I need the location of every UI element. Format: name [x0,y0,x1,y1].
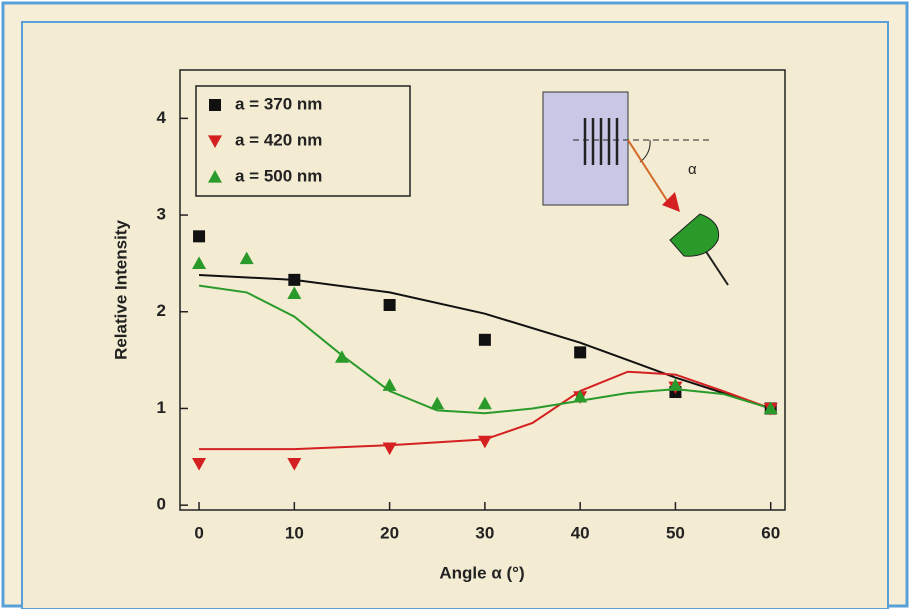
x-tick-label: 20 [380,523,399,542]
y-tick-label: 4 [157,108,167,127]
x-tick-label: 40 [571,523,590,542]
legend-label: a = 370 nm [235,94,322,113]
x-tick-label: 50 [666,523,685,542]
point [574,346,586,358]
y-tick-label: 1 [157,398,166,417]
legend-marker [209,99,221,111]
point [288,274,300,286]
inset-label: α [688,161,697,178]
legend-label: a = 420 nm [235,130,322,149]
y-tick-label: 2 [157,301,166,320]
y-axis-label: Relative Intensity [111,220,130,360]
chart: Angle α (°) Relative Intensity α 0102030… [0,0,910,609]
x-tick-label: 10 [285,523,304,542]
point [384,299,396,311]
x-axis-label: Angle α (°) [439,563,524,582]
point [479,334,491,346]
x-tick-label: 30 [475,523,494,542]
x-tick-label: 60 [761,523,780,542]
inner-panel [22,22,888,609]
y-tick-label: 3 [157,205,166,224]
x-tick-label: 0 [194,523,203,542]
y-tick-label: 0 [157,495,166,514]
point [193,230,205,242]
legend-label: a = 500 nm [235,166,322,185]
